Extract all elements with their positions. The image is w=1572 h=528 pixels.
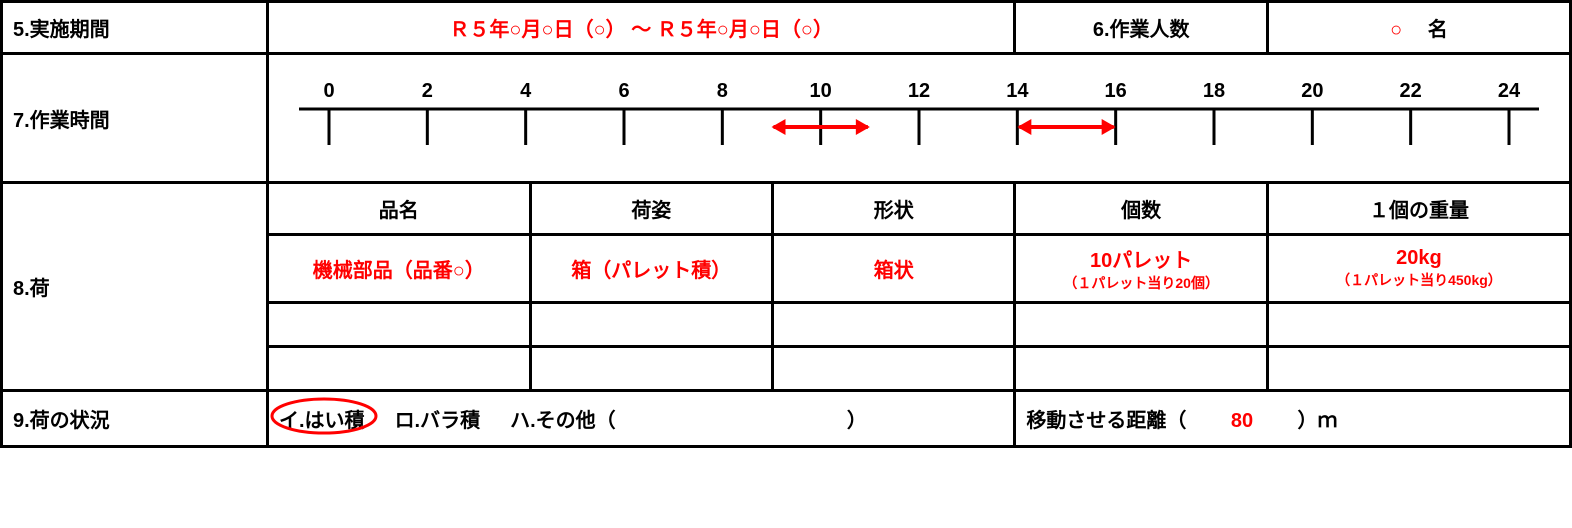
option-c-prefix: ハ.その他（ bbox=[510, 410, 616, 432]
empty-cell bbox=[1015, 347, 1268, 391]
period-cell: Ｒ５年○月○日（○） ～ Ｒ５年○月○日（○） bbox=[268, 2, 1015, 54]
empty-cell bbox=[1267, 303, 1570, 347]
timeline-chart: 024681012141618202224 bbox=[279, 63, 1559, 173]
val-weight-note: （１パレット当り450kg） bbox=[1279, 270, 1559, 290]
hdr-count: 個数 bbox=[1015, 183, 1268, 235]
svg-text:22: 22 bbox=[1400, 80, 1422, 102]
svg-text:24: 24 bbox=[1498, 80, 1521, 102]
option-a: イ.はい積 bbox=[279, 404, 365, 433]
val-weight-main: 20kg bbox=[1279, 247, 1559, 270]
option-c-suffix: ） bbox=[847, 410, 867, 432]
timeline-cell: 024681012141618202224 bbox=[268, 54, 1571, 183]
svg-text:4: 4 bbox=[520, 80, 532, 102]
empty-cell bbox=[773, 303, 1015, 347]
form-table: 5.実施期間 Ｒ５年○月○日（○） ～ Ｒ５年○月○日（○） 6.作業人数 ○ … bbox=[0, 0, 1572, 448]
svg-text:18: 18 bbox=[1203, 80, 1225, 102]
label-6: 6.作業人数 bbox=[1015, 2, 1268, 54]
svg-text:0: 0 bbox=[323, 80, 334, 102]
svg-text:14: 14 bbox=[1006, 80, 1029, 102]
val-shape: 箱状 bbox=[874, 260, 914, 282]
distance-prefix: 移動させる距離（ bbox=[1026, 410, 1186, 432]
worker-count-cell: ○ 名 bbox=[1267, 2, 1570, 54]
hdr-name: 品名 bbox=[268, 183, 531, 235]
hdr-weight: １個の重量 bbox=[1267, 183, 1570, 235]
empty-cell bbox=[773, 347, 1015, 391]
svg-text:2: 2 bbox=[422, 80, 433, 102]
val-count-note: （１パレット当り20個） bbox=[1026, 273, 1256, 293]
period-text: Ｒ５年○月○日（○） ～ Ｒ５年○月○日（○） bbox=[449, 19, 833, 41]
empty-cell bbox=[530, 303, 772, 347]
cargo-status-options: イ.はい積 ロ.バラ積 ハ.その他（ ） bbox=[268, 391, 1015, 447]
option-b: ロ.バラ積 bbox=[395, 404, 481, 433]
val-name: 機械部品（品番○） bbox=[313, 260, 485, 282]
label-5: 5.実施期間 bbox=[2, 2, 268, 54]
hdr-packing: 荷姿 bbox=[530, 183, 772, 235]
svg-text:16: 16 bbox=[1105, 80, 1127, 102]
svg-text:10: 10 bbox=[810, 80, 832, 102]
empty-cell bbox=[1015, 303, 1268, 347]
distance-suffix: ）ｍ bbox=[1298, 410, 1338, 432]
empty-cell bbox=[268, 303, 531, 347]
empty-cell bbox=[1267, 347, 1570, 391]
empty-cell bbox=[530, 347, 772, 391]
selection-circle-icon bbox=[269, 396, 389, 436]
option-c: ハ.その他（ ） bbox=[510, 404, 867, 433]
hdr-shape: 形状 bbox=[773, 183, 1015, 235]
worker-count-unit: 名 bbox=[1428, 19, 1448, 41]
svg-text:12: 12 bbox=[908, 80, 930, 102]
svg-text:20: 20 bbox=[1301, 80, 1323, 102]
label-8: 8.荷 bbox=[2, 183, 268, 391]
distance-value: 80 bbox=[1192, 410, 1292, 433]
worker-count-value: ○ bbox=[1390, 19, 1402, 41]
svg-text:8: 8 bbox=[717, 80, 728, 102]
distance-cell: 移動させる距離（ 80 ）ｍ bbox=[1015, 391, 1571, 447]
label-7: 7.作業時間 bbox=[2, 54, 268, 183]
label-9: 9.荷の状況 bbox=[2, 391, 268, 447]
empty-cell bbox=[268, 347, 531, 391]
val-count-main: 10パレット bbox=[1026, 244, 1256, 273]
val-packing: 箱（パレット積） bbox=[571, 260, 731, 282]
svg-text:6: 6 bbox=[618, 80, 629, 102]
